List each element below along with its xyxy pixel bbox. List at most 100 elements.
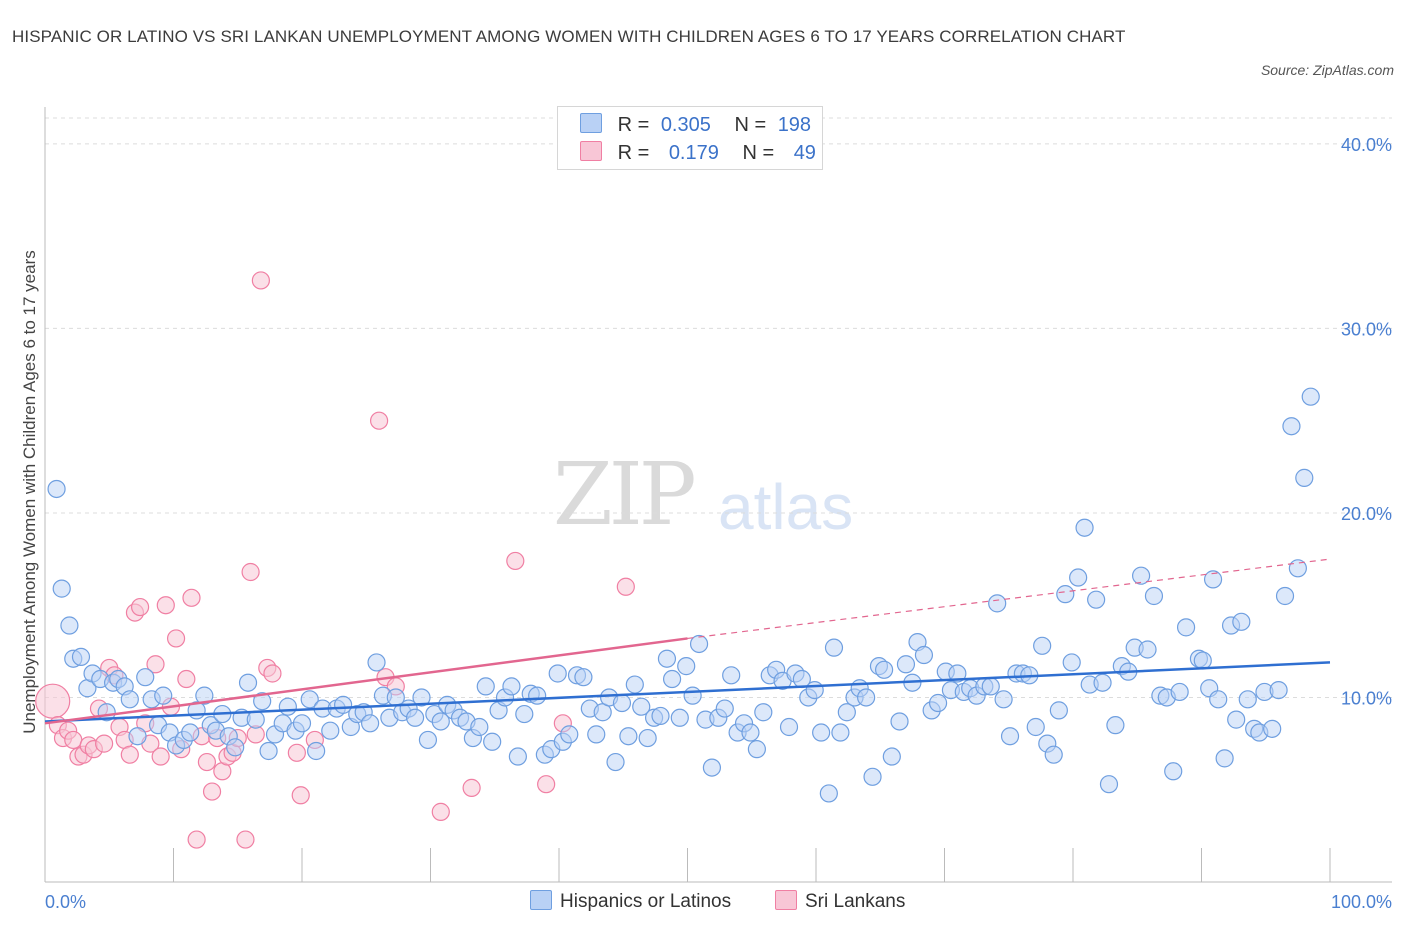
- hispanic-point: [914, 645, 934, 665]
- hispanic-point: [896, 655, 916, 674]
- x-tick-label: 100.0%: [1331, 892, 1392, 912]
- legend-row-hispanics: R = 0.305 N = 198: [580, 113, 811, 137]
- hispanic-point: [1075, 518, 1094, 537]
- hispanic-point: [875, 660, 894, 679]
- hispanic-point: [988, 594, 1007, 613]
- hispanic-point: [747, 740, 766, 759]
- hispanic-point: [677, 657, 696, 676]
- hispanic-point: [470, 717, 489, 737]
- hispanic-point: [994, 690, 1013, 709]
- hispanics-points: [47, 387, 1320, 803]
- hispanic-point: [574, 668, 593, 687]
- y-tick-label: 20.0%: [1341, 504, 1392, 524]
- pink-swatch-icon: [580, 141, 602, 161]
- hispanic-point: [1069, 568, 1088, 587]
- sri-lankan-trend-extension: [687, 558, 1331, 640]
- hispanic-point: [824, 638, 844, 657]
- hispanic-point: [367, 653, 386, 672]
- sri-lankan-point: [120, 745, 139, 764]
- bottom-legend-sri-lankans: Sri Lankans: [775, 890, 905, 913]
- sri-lankan-point: [166, 629, 186, 648]
- hispanic-point: [120, 690, 139, 709]
- hispanic-point: [805, 680, 824, 700]
- hispanic-point: [1138, 640, 1157, 659]
- hispanic-point: [632, 697, 651, 716]
- hispanic-point: [515, 704, 534, 724]
- sri-lankan-point: [287, 743, 306, 762]
- hispanic-point: [882, 747, 901, 766]
- hispanic-point: [321, 721, 340, 740]
- hispanic-point: [1000, 727, 1020, 746]
- hispanic-point: [278, 697, 297, 716]
- sri-lankan-point: [241, 562, 260, 582]
- sri-lankan-point: [187, 830, 206, 849]
- hispanic-point: [619, 727, 638, 746]
- hispanic-point: [181, 723, 200, 742]
- sri-lankan-point: [506, 551, 525, 571]
- hispanic-point: [1209, 690, 1228, 709]
- hispanic-point: [128, 727, 147, 746]
- hispanic-point: [476, 677, 495, 696]
- hispanic-point: [625, 675, 644, 694]
- hispanic-point: [606, 752, 625, 772]
- sri-lankan-point: [146, 655, 165, 674]
- hispanic-point: [52, 579, 71, 598]
- hispanic-point: [292, 714, 312, 733]
- hispanic-point: [1275, 586, 1295, 606]
- legend-n-value: 49: [793, 142, 816, 164]
- hispanic-point: [1263, 719, 1282, 738]
- hispanic-point: [819, 784, 838, 803]
- hispanic-point: [508, 747, 527, 766]
- hispanic-point: [1232, 612, 1251, 631]
- hispanic-point: [431, 712, 450, 731]
- hispanic-point: [741, 723, 760, 742]
- hispanic-point: [857, 688, 876, 707]
- hispanic-point: [670, 708, 689, 727]
- hispanic-point: [1062, 653, 1081, 672]
- watermark-zip: ZIP: [553, 445, 697, 545]
- hispanic-point: [928, 693, 948, 713]
- hispanic-point: [300, 690, 319, 709]
- legend-n-label: N =: [734, 114, 767, 136]
- sri-lankan-point: [202, 782, 222, 801]
- bottom-legend-hispanics: Hispanics or Latinos: [530, 890, 731, 913]
- hispanic-point: [715, 699, 734, 718]
- hispanic-point: [246, 710, 265, 729]
- hispanic-point: [418, 730, 438, 750]
- sri-lankan-trend-line: [44, 637, 688, 725]
- hispanic-point: [722, 666, 741, 685]
- sri-lankan-point: [462, 778, 481, 797]
- hispanic-point: [1238, 690, 1257, 709]
- hispanic-point: [253, 692, 272, 711]
- legend-row-sri-lankans: R = 0.179 N = 49: [580, 141, 816, 165]
- hispanic-point: [226, 738, 245, 757]
- hispanic-point: [779, 717, 799, 737]
- hispanic-point: [1144, 586, 1164, 606]
- sri-lankan-point: [130, 597, 150, 617]
- hispanic-point: [1301, 387, 1320, 406]
- hispanic-point: [981, 677, 1000, 696]
- hispanic-point: [1056, 585, 1075, 604]
- hispanic-point: [1295, 468, 1314, 487]
- hispanic-point: [863, 767, 882, 786]
- sri-lankan-point: [263, 664, 282, 683]
- hispanic-point: [1033, 636, 1052, 655]
- correlation-legend: R = 0.305 N = 198 R = 0.179 N = 49: [557, 106, 823, 170]
- hispanic-point: [307, 741, 326, 761]
- hispanic-point: [405, 708, 425, 727]
- hispanic-point: [1170, 682, 1189, 702]
- legend-r-value: 0.305: [660, 114, 711, 136]
- hispanic-point: [1227, 710, 1246, 729]
- hispanic-point: [1026, 717, 1045, 737]
- sri-lankan-point: [370, 411, 389, 430]
- hispanic-point: [831, 723, 850, 742]
- sri-lankan-point: [251, 271, 270, 290]
- hispanic-point: [1132, 566, 1151, 585]
- hispanic-point: [837, 703, 856, 722]
- y-tick-label: 40.0%: [1341, 135, 1392, 155]
- x-tick-labels: 0.0% 100.0%: [45, 892, 1392, 912]
- hispanic-point: [702, 758, 722, 777]
- hispanic-point: [651, 706, 670, 726]
- series-name-hispanics: Hispanics or Latinos: [560, 891, 732, 912]
- hispanic-point: [154, 686, 173, 705]
